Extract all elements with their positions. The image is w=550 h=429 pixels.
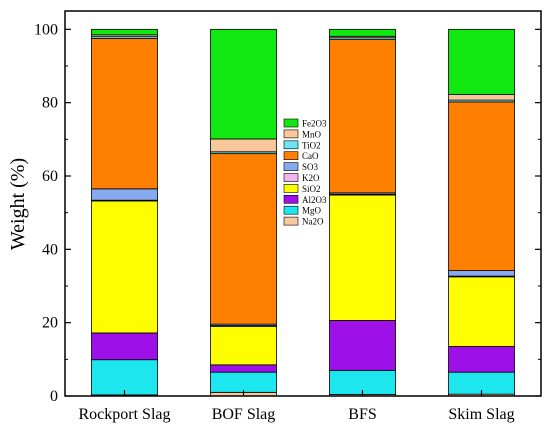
- bar-segment-mgo-2: [210, 371, 277, 393]
- y-tick-label-20: 20: [42, 315, 58, 332]
- bar-segment-cao-4: [448, 101, 515, 272]
- legend-swatch-cao: [283, 151, 299, 160]
- bar-segment-al2o3-3: [329, 320, 396, 371]
- legend-swatch-fe2o3: [283, 118, 299, 128]
- bar-segment-al2o3-1: [91, 332, 158, 361]
- bar-segment-fe2o3-1: [91, 28, 158, 36]
- bar-segment-mgo-1: [91, 359, 158, 396]
- bar-segment-fe2o3-4: [448, 28, 515, 96]
- legend-swatch-na2o: [283, 216, 299, 226]
- legend-label-cao: CaO: [302, 151, 319, 161]
- legend-swatch-k2o: [283, 173, 299, 182]
- legend-label-fe2o3: Fe2O3: [302, 119, 327, 129]
- y-tick-label-40: 40: [42, 241, 58, 258]
- bar-segment-cao-2: [210, 153, 277, 325]
- bar-segment-sio2-2: [210, 325, 277, 366]
- bar-segment-al2o3-4: [448, 346, 515, 373]
- legend-label-sio2: SiO2: [302, 184, 321, 194]
- y-axis-label: Weight (%): [7, 158, 29, 250]
- bar-segment-fe2o3-2: [210, 28, 277, 140]
- legend-swatch-mgo: [283, 205, 299, 215]
- bar-segment-fe2o3-3: [329, 28, 396, 37]
- legend-label-mno: MnO: [302, 129, 322, 139]
- bar-segment-sio2-1: [91, 200, 158, 334]
- legend-swatch-mno: [283, 129, 299, 139]
- bar-segment-cao-1: [91, 38, 158, 190]
- legend-label-k2o: K2O: [302, 173, 320, 183]
- x-tick-label-1: Rockport Slag: [79, 406, 171, 423]
- legend-label-mgo: MgO: [302, 206, 322, 216]
- bar-segment-so3-1: [91, 188, 158, 201]
- plot-frame: [64, 10, 542, 397]
- x-tick-label-3: BFS: [348, 406, 376, 423]
- y-tick-label-0: 0: [50, 388, 58, 405]
- legend-label-na2o: Na2O: [302, 217, 324, 227]
- legend-label-tio2: TiO2: [302, 140, 321, 150]
- legend-label-al2o3: Al2O3: [302, 195, 327, 205]
- x-tick-label-2: BOF Slag: [212, 406, 276, 423]
- legend-swatch-sio2: [283, 184, 299, 193]
- bar-segment-al2o3-2: [210, 364, 277, 373]
- legend-label-so3: SO3: [302, 162, 319, 172]
- bars-layer: [91, 28, 515, 397]
- legend-swatch-tio2: [283, 140, 299, 150]
- bar-segment-mno-2: [210, 138, 277, 153]
- legend-swatch-so3: [283, 162, 299, 171]
- bar-segment-sio2-4: [448, 276, 515, 347]
- bar-segment-so3-4: [448, 270, 515, 277]
- bar-segment-sio2-3: [329, 194, 396, 321]
- x-axis: Rockport Slag BOF Slag BFS Skim Slag: [79, 390, 515, 423]
- legend-swatch-al2o3: [283, 195, 299, 204]
- bar-segment-cao-3: [329, 39, 396, 194]
- x-tick-label-4: Skim Slag: [448, 406, 514, 423]
- y-tick-label-60: 60: [42, 168, 58, 185]
- y-axis: 0 20 40 60 80 100: [34, 21, 541, 405]
- y-tick-label-80: 80: [42, 95, 58, 112]
- bar-segment-mno-4: [448, 94, 515, 101]
- y-tick-label-100: 100: [34, 21, 58, 38]
